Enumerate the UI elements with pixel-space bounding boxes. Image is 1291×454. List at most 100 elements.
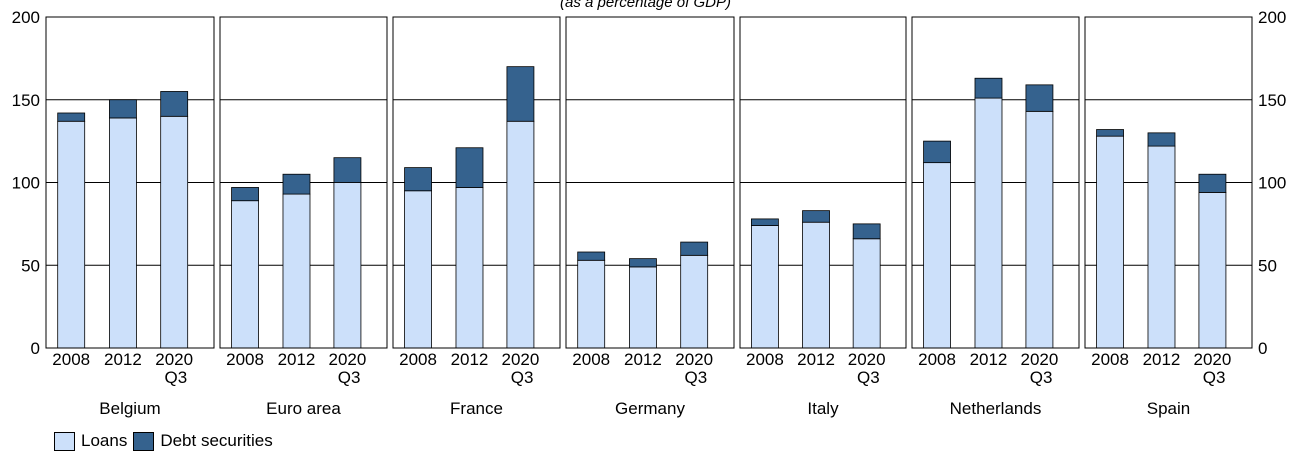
bar-loans-spain-2008 [1096,135,1124,349]
bar-debt-france-2008 [404,167,432,192]
x-tick-label-netherlands-2008-0: 2008 [918,350,956,369]
panel-frame-france [392,16,561,349]
bar-loans-france-2012 [455,187,484,349]
bar-loans-euro-area-2012 [282,193,311,349]
bar-debt-spain-2012 [1147,132,1176,147]
bar-debt-italy-2020-q3 [852,223,881,240]
x-tick-label-euro-area-2008-0: 2008 [226,350,264,369]
legend-swatch-debt-securities [133,431,155,451]
legend-item-debt-securities: Debt securities [133,431,273,451]
bar-loans-netherlands-2020-q3 [1025,110,1054,349]
bar-debt-spain-2008 [1096,129,1124,137]
bar-debt-netherlands-2020-q3 [1025,84,1054,112]
x-tick-label-euro-area-2020-q3-1: Q3 [338,368,361,387]
x-tick-label-italy-2008-0: 2008 [746,350,784,369]
bar-debt-spain-2020-q3 [1198,173,1227,193]
y-tick-label-left-100: 100 [12,174,40,193]
bar-loans-germany-2012 [629,266,657,349]
country-label-euro-area: Euro area [266,399,341,418]
x-tick-label-germany-2012-0: 2012 [624,350,662,369]
y-tick-label-left-0: 0 [31,339,40,358]
panel-frame-netherlands [911,16,1080,349]
country-label-spain: Spain [1147,399,1190,418]
bar-debt-euro-area-2020-q3 [333,157,362,183]
y-tick-label-right-0: 0 [1258,339,1267,358]
x-tick-label-euro-area-2020-q3-0: 2020 [329,350,367,369]
bar-loans-belgium-2008 [57,120,86,349]
bar-loans-italy-2008 [751,225,779,349]
country-label-netherlands: Netherlands [950,399,1042,418]
bar-debt-france-2020-q3 [506,66,535,122]
x-tick-label-spain-2008-0: 2008 [1091,350,1129,369]
x-tick-label-germany-2020-q3-0: 2020 [675,350,713,369]
x-tick-label-germany-2008-0: 2008 [572,350,610,369]
bar-loans-italy-2020-q3 [852,238,881,349]
bar-loans-belgium-2012 [109,117,137,349]
bar-loans-spain-2012 [1147,145,1176,349]
bar-debt-euro-area-2012 [282,173,311,195]
bar-loans-netherlands-2008 [923,162,951,349]
panel-frame-belgium [45,16,215,349]
bar-debt-germany-2020-q3 [680,241,709,256]
country-label-germany: Germany [615,399,685,418]
country-label-belgium: Belgium [99,399,160,418]
x-tick-label-france-2020-q3-0: 2020 [502,350,540,369]
x-tick-label-netherlands-2012-0: 2012 [970,350,1008,369]
legend-label-loans: Loans [81,431,128,450]
bar-loans-france-2008 [404,190,432,349]
x-tick-label-belgium-2020-q3-1: Q3 [164,368,187,387]
y-tick-label-left-50: 50 [21,256,40,275]
panel-frame-italy [739,16,907,349]
x-tick-label-netherlands-2020-q3-0: 2020 [1021,350,1059,369]
bar-debt-italy-2012 [802,210,830,223]
panel-frame-germany [565,16,735,349]
panel-frame-spain [1084,16,1253,349]
bar-debt-euro-area-2008 [231,187,259,202]
bar-loans-italy-2012 [802,221,830,349]
x-tick-label-euro-area-2012-0: 2012 [278,350,316,369]
x-tick-label-germany-2020-q3-1: Q3 [684,368,707,387]
bar-debt-belgium-2008 [57,112,86,122]
country-label-france: France [450,399,503,418]
chart-subtitle: (as a percentage of GDP) [560,0,731,11]
y-tick-label-left-200: 200 [12,8,40,27]
x-tick-label-belgium-2020-q3-0: 2020 [155,350,193,369]
legend-swatch-loans [54,431,75,451]
x-tick-label-france-2008-0: 2008 [399,350,437,369]
bar-loans-euro-area-2020-q3 [333,182,362,349]
x-tick-label-spain-2012-0: 2012 [1143,350,1181,369]
x-tick-label-belgium-2012-0: 2012 [104,350,142,369]
bar-debt-germany-2012 [629,258,657,268]
y-tick-label-right-200: 200 [1258,8,1286,27]
country-label-italy: Italy [807,399,839,418]
legend: Loans Debt securities [54,431,279,451]
bar-loans-france-2020-q3 [506,120,535,349]
bar-loans-netherlands-2012 [974,97,1003,349]
bar-debt-italy-2008 [751,218,779,226]
x-tick-label-france-2012-0: 2012 [451,350,489,369]
x-tick-label-netherlands-2020-q3-1: Q3 [1030,368,1053,387]
panel-frame-euro-area [219,16,388,349]
bar-debt-germany-2008 [577,251,606,261]
bar-loans-germany-2020-q3 [680,254,709,349]
y-tick-label-right-100: 100 [1258,174,1286,193]
bar-loans-germany-2008 [577,259,606,349]
bar-loans-euro-area-2008 [231,200,259,349]
legend-item-loans: Loans [54,431,127,451]
x-tick-label-spain-2020-q3-1: Q3 [1203,368,1226,387]
x-tick-label-belgium-2008-0: 2008 [52,350,90,369]
bar-debt-netherlands-2012 [974,77,1003,99]
bar-loans-spain-2020-q3 [1198,192,1227,349]
x-tick-label-italy-2012-0: 2012 [797,350,835,369]
x-tick-label-italy-2020-q3-1: Q3 [857,368,880,387]
legend-label-debt-securities: Debt securities [160,431,273,450]
x-tick-label-france-2020-q3-1: Q3 [511,368,534,387]
bar-debt-netherlands-2008 [923,140,951,164]
y-tick-label-left-150: 150 [12,91,40,110]
bar-loans-belgium-2020-q3 [160,115,189,349]
x-tick-label-spain-2020-q3-0: 2020 [1194,350,1232,369]
bar-debt-belgium-2020-q3 [160,91,189,117]
y-tick-label-right-150: 150 [1258,91,1286,110]
bar-debt-belgium-2012 [109,99,137,119]
